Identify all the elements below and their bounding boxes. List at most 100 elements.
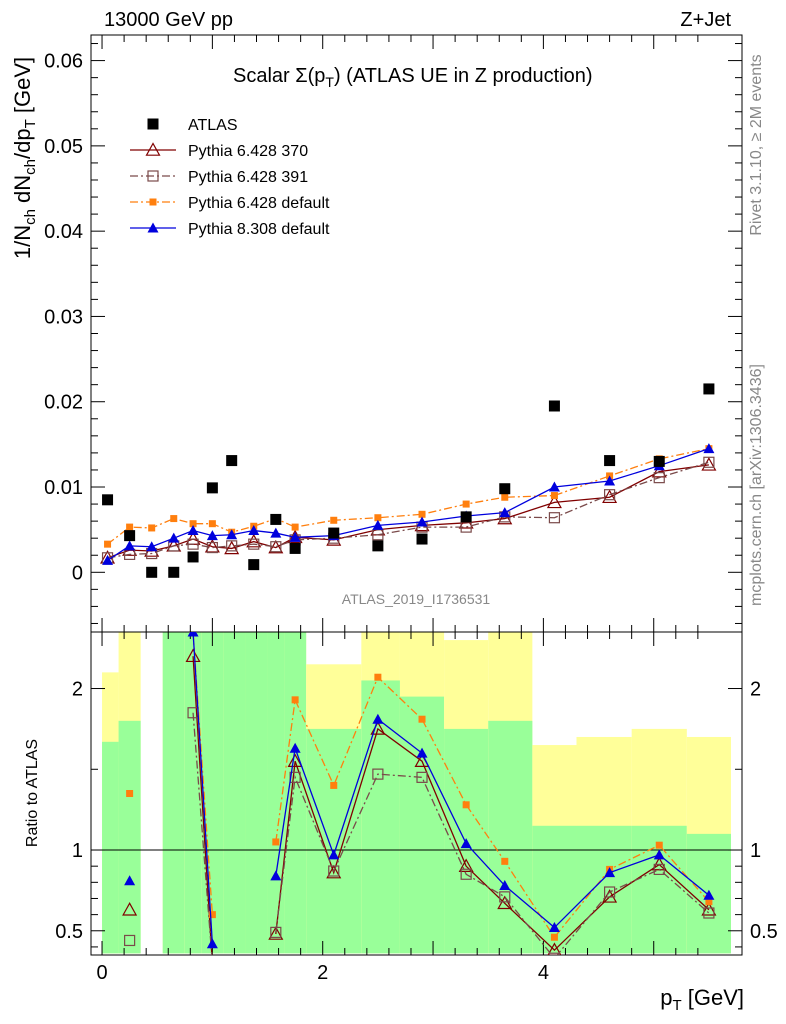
ratio-data-point	[270, 926, 282, 938]
ratio-data-point	[462, 801, 470, 809]
data-point	[187, 525, 199, 536]
ratio-tick-label-right: 0.5	[750, 921, 778, 943]
ratio-data-point	[703, 907, 715, 919]
ratio-data-point	[126, 790, 134, 797]
inner-band-bin	[399, 696, 445, 954]
ratio-data-point	[206, 957, 219, 969]
data-point	[206, 482, 218, 494]
ratio-data-point	[272, 838, 280, 846]
data-point	[604, 475, 616, 486]
data-point	[462, 500, 470, 508]
ratio-data-point	[187, 632, 199, 637]
ratio-data-point	[416, 771, 428, 783]
inner-band-bin	[361, 680, 400, 954]
inner-band-bin	[223, 632, 246, 954]
data-point	[126, 523, 134, 531]
ratio-data-point	[653, 863, 665, 876]
inner-band-bin	[306, 728, 362, 954]
ratio-tick-label-right: 2	[750, 679, 761, 701]
data-point	[168, 532, 180, 543]
data-point	[187, 538, 199, 550]
data-point	[653, 455, 665, 467]
y-tick-label: 0.03	[44, 306, 83, 328]
y-tick-label: 0.02	[44, 392, 83, 414]
header-left-label: 13000 GeV pp	[104, 9, 233, 31]
data-point	[248, 559, 260, 571]
data-point	[124, 530, 136, 542]
data-point	[104, 540, 112, 548]
legend-marker	[149, 198, 157, 206]
ratio-line	[192, 632, 214, 944]
data-point	[270, 541, 282, 553]
x-tick-label: 2	[317, 962, 328, 984]
ratio-data-point	[460, 868, 472, 880]
legend-marker	[147, 118, 159, 130]
rivet-version-label: Rivet 3.1.10, ≥ 2M events	[748, 54, 765, 235]
ratio-data-point	[499, 891, 511, 903]
legend-label: ATLAS	[188, 117, 238, 134]
ratio-data-point	[291, 696, 299, 704]
legend-marker	[145, 142, 161, 156]
data-point	[703, 383, 715, 395]
legend: ATLAS Pythia 6.428 370 Pythia 6.428 391 Pyt…	[130, 117, 330, 238]
ratio-data-point	[328, 849, 340, 860]
mcplots-label: mcplots.cern.ch [arXiv:1306.3436]	[748, 364, 765, 606]
analysis-watermark: ATLAS_2019_I1736531	[342, 591, 491, 607]
data-point	[603, 489, 616, 501]
data-point	[497, 510, 513, 525]
ratio-data-point	[703, 889, 715, 900]
data-point	[248, 525, 260, 536]
data-point	[270, 527, 282, 538]
ratio-line	[275, 773, 710, 955]
ratio-line	[275, 727, 710, 952]
legend-item-pythia-6-428-370: Pythia 6.428 370	[130, 142, 308, 160]
ratio-tick-label-left: 2	[72, 679, 83, 701]
data-point	[651, 463, 667, 478]
data-point	[146, 566, 158, 578]
ratio-data-point	[705, 898, 713, 906]
ratio-data-point	[547, 942, 562, 955]
main-y-axis-label: 1/Nch dNch/dpT [GeV]	[10, 57, 39, 259]
ratio-y-axis: 0.5 0.5 1 1 2 2	[55, 679, 778, 948]
data-point	[189, 520, 197, 528]
data-point	[499, 483, 511, 495]
ratio-data-point	[124, 875, 136, 886]
data-point	[168, 566, 180, 578]
data-point	[289, 542, 301, 554]
ratio-y-axis-label: Ratio to ATLAS	[24, 739, 41, 847]
ratio-data-point	[185, 648, 201, 663]
ratio-data-point	[499, 880, 511, 891]
data-point	[226, 529, 238, 540]
data-point	[546, 494, 562, 509]
data-point	[124, 540, 136, 551]
data-point	[226, 455, 238, 467]
data-point	[289, 531, 301, 542]
data-point	[330, 516, 338, 524]
data-point	[548, 481, 560, 492]
ratio-data-point	[460, 838, 472, 849]
ratio-line	[192, 632, 214, 915]
y-tick-label: 0.01	[44, 477, 83, 499]
data-point	[206, 530, 218, 541]
data-point	[374, 514, 382, 522]
data-point	[208, 520, 216, 528]
data-point	[548, 512, 561, 524]
x-tick-label: 4	[538, 962, 549, 984]
data-point	[248, 538, 260, 550]
ratio-data-point	[372, 713, 384, 724]
data-point	[148, 524, 156, 532]
inner-band-bin	[267, 632, 285, 954]
data-point	[460, 511, 472, 523]
inner-band-bin	[118, 720, 141, 954]
y-tick-label: 0.06	[44, 51, 83, 73]
inner-band-bin	[162, 632, 185, 954]
ratio-data-point	[287, 753, 303, 768]
x-axis: 0 2 4	[96, 35, 699, 984]
data-point	[187, 551, 199, 563]
series-atlas	[102, 383, 715, 578]
ratio-tick-label-left: 1	[72, 840, 83, 862]
ratio-data-point	[655, 841, 663, 849]
ratio-tick-label-right: 1	[750, 840, 761, 862]
inner-band-bin	[488, 720, 533, 954]
